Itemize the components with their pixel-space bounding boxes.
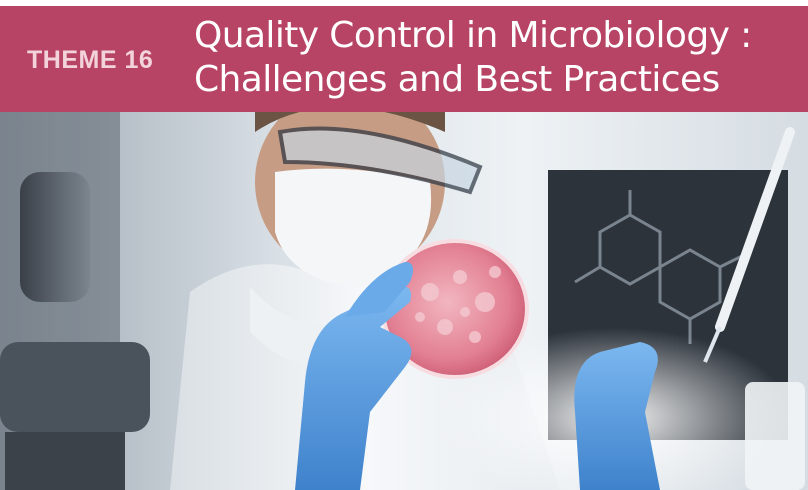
title-line-1: Quality Control in Microbiology : [194, 15, 752, 56]
title-banner: THEME 16 Quality Control in Microbiology… [0, 6, 808, 112]
page-title: Quality Control in Microbiology : Challe… [194, 14, 794, 102]
theme-label: THEME 16 [27, 46, 154, 74]
title-line-2: Challenges and Best Practices [194, 59, 720, 100]
scientist-illustration [0, 112, 808, 490]
hero-photo [0, 112, 808, 490]
